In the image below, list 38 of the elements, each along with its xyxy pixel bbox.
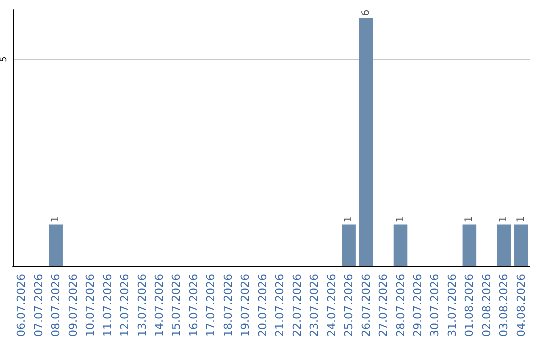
x-tick-label: 24.07.2026 — [325, 274, 338, 338]
x-tick-label: 01.08.2026 — [463, 274, 476, 338]
x-tick-label: 19.07.2026 — [239, 274, 252, 338]
x-tick-label: 21.07.2026 — [274, 274, 287, 338]
x-tick-label: 26.07.2026 — [360, 274, 373, 338]
x-tick-label: 12.07.2026 — [118, 274, 132, 338]
x-tick-label: 28.07.2026 — [394, 274, 408, 338]
data-label: 1 — [464, 216, 476, 223]
x-tick-label: 15.07.2026 — [170, 274, 184, 338]
x-tick-label: 16.07.2026 — [187, 274, 200, 338]
x-tick-label: 08.07.2026 — [50, 274, 63, 338]
data-label: 6 — [360, 10, 372, 16]
x-tick-label: 11.07.2026 — [101, 274, 114, 338]
x-tick-label: 27.07.2026 — [377, 274, 390, 338]
y-tick-label: 5 — [0, 56, 10, 62]
x-tick-label: 31.07.2026 — [446, 274, 459, 338]
x-tick-label: 09.07.2026 — [66, 274, 80, 338]
x-tick-label: 17.07.2026 — [204, 274, 218, 338]
x-tick-label: 18.07.2026 — [222, 274, 235, 338]
data-label: 1 — [516, 216, 527, 223]
x-tick-label: 20.07.2026 — [256, 274, 270, 338]
data-label: 1 — [50, 216, 62, 223]
x-tick-label: 23.07.2026 — [308, 274, 322, 338]
x-tick-label: 04.08.2026 — [514, 274, 528, 338]
x-tick-label: 13.07.2026 — [136, 274, 149, 338]
x-tick-label: 10.07.2026 — [84, 274, 98, 338]
x-tick-label: 02.08.2026 — [480, 274, 494, 338]
x-tick-label: 03.08.2026 — [498, 274, 511, 338]
x-tick-label: 25.07.2026 — [342, 274, 356, 338]
data-label: 1 — [498, 216, 510, 223]
x-tick-label: 14.07.2026 — [152, 274, 166, 338]
x-tick-label: 07.07.2026 — [32, 274, 46, 338]
x-tick-label: 30.07.2026 — [428, 274, 442, 338]
x-tick-label: 29.07.2026 — [411, 274, 424, 338]
data-label: 1 — [395, 216, 406, 223]
data-label: 1 — [344, 216, 355, 223]
x-tick-label: 06.07.2026 — [15, 274, 28, 338]
x-tick-label: 22.07.2026 — [290, 274, 304, 338]
